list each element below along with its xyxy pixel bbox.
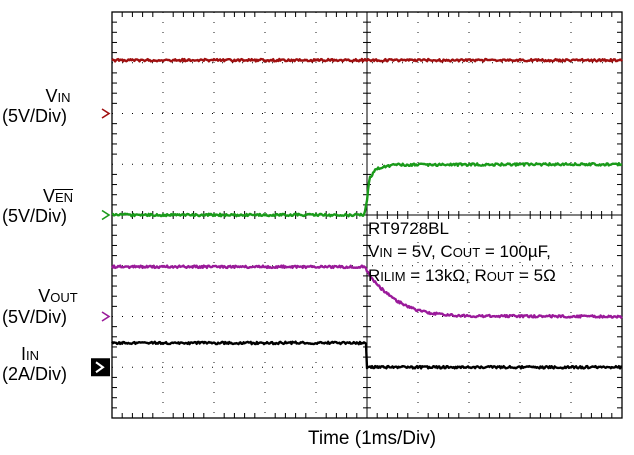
marker-layer bbox=[91, 108, 111, 377]
annotation-conditions-1: VIN = 5V, COUT = 100µF, bbox=[368, 242, 551, 261]
marker-ven bbox=[101, 209, 111, 221]
channel-scale-vin: (5V/Div) bbox=[2, 106, 68, 126]
trace-vin bbox=[111, 57, 623, 63]
marker-iin bbox=[91, 358, 110, 377]
trace-vout bbox=[110, 264, 623, 319]
trace-iin bbox=[111, 340, 623, 370]
channel-scale-iin: (2A/Div) bbox=[2, 364, 68, 384]
trace-ven bbox=[111, 162, 623, 218]
channel-label-iin: IIN bbox=[20, 344, 39, 364]
annotation-conditions-2: RILIM = 13kΩ, ROUT = 5Ω bbox=[368, 266, 556, 285]
marker-vout bbox=[101, 311, 111, 322]
channel-scale-ven: (5V/Div) bbox=[2, 206, 68, 226]
annotation-title: RT9728BL bbox=[368, 219, 449, 238]
channel-scale-vout: (5V/Div) bbox=[2, 307, 68, 327]
marker-iin-arrow bbox=[95, 361, 105, 374]
channel-label-vout: VOUT bbox=[38, 286, 78, 306]
trace-layer bbox=[110, 57, 623, 370]
x-axis-label: Time (1ms/Div) bbox=[307, 428, 437, 449]
marker-vin bbox=[101, 108, 111, 119]
channel-label-ven: VEN bbox=[42, 186, 74, 206]
channel-label-vin: VIN bbox=[45, 86, 71, 106]
